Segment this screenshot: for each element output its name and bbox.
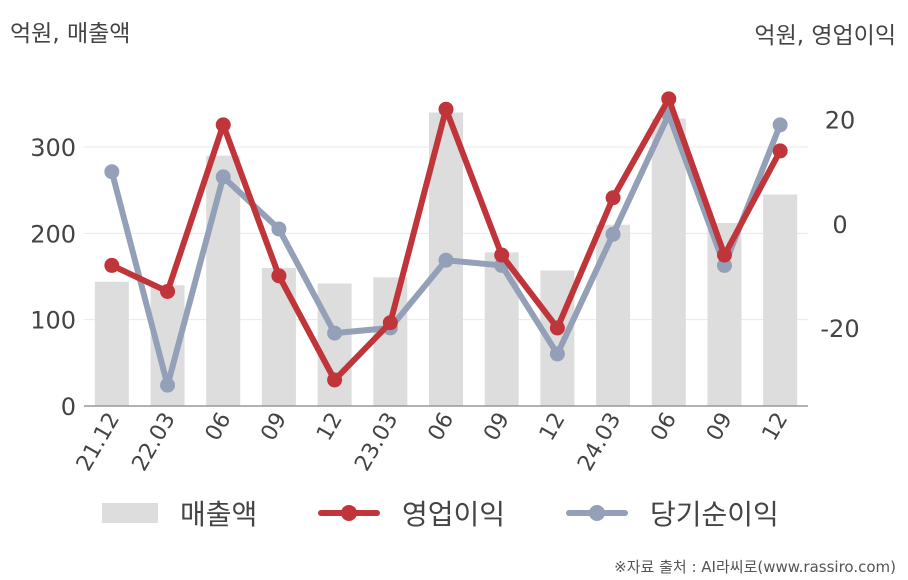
point-operating [382,315,398,331]
x-tick-label: 09 [702,409,738,446]
bar-series-revenue [94,112,798,407]
x-tick-label: 12 [535,409,571,446]
y-left-tick-label: 100 [30,307,76,335]
legend-swatch-net [566,503,628,523]
x-tick-label: 21.12 [72,409,125,476]
line-series [104,91,788,393]
bar-revenue [206,155,241,406]
point-operating [661,91,677,107]
bar-revenue [261,267,296,406]
bar-revenue [596,224,631,406]
legend-label-operating: 영업이익 [402,498,506,531]
point-operating [772,143,788,159]
point-net [716,257,732,273]
point-net [549,346,565,362]
legend-item-revenue: 매출액 [102,490,257,536]
y-left-tick-label: 200 [30,220,76,248]
x-tick-label: 06 [201,409,237,446]
point-net [160,377,176,393]
point-net [271,221,287,237]
x-tick-label: 22.03 [128,409,181,476]
point-operating [438,101,454,117]
bar-revenue [763,194,798,406]
y-left-tick-label: 0 [61,393,76,421]
legend-item-operating: 영업이익 [318,490,505,536]
y-left-tick-label: 300 [30,134,76,162]
point-net [215,169,231,185]
x-tick-label: 09 [256,409,292,446]
point-operating [494,247,510,263]
bar-revenue [651,118,686,406]
bar-revenue [373,277,408,406]
point-operating [549,320,565,336]
point-net [104,164,120,180]
left-axis-unit: 억원, 매출액 [10,21,131,47]
point-operating [716,247,732,263]
y-axis-left-ticks: 0 100 200 300 [30,134,76,421]
point-net [438,252,454,268]
point-operating [215,117,231,133]
x-tick-label: 12 [312,409,348,446]
point-operating [605,190,621,206]
x-axis-ticks: 21.12 22.03 06 09 12 23.03 06 09 12 24.03 06 09 12 [72,409,793,476]
point-operating [271,268,287,284]
legend-swatch-revenue [102,503,158,523]
point-net [327,325,343,341]
y-right-tick-label: -20 [820,315,859,343]
y-right-tick-label: 20 [825,107,856,135]
x-tick-label: 12 [758,409,794,446]
bar-revenue [94,281,129,406]
point-operating [327,372,343,388]
point-operating [104,257,120,273]
x-tick-label: 24.03 [573,409,626,476]
x-tick-label: 06 [646,409,682,446]
source-note: ※자료 출처 : AI라씨로(www.rassiro.com) [614,558,896,576]
x-tick-label: 09 [479,409,515,446]
point-net [605,226,621,242]
right-axis-unit: 억원, 영업이익 [754,23,896,49]
point-net [772,117,788,133]
legend-label-net: 당기순이익 [650,498,779,531]
legend-swatch-operating [318,503,380,523]
x-tick-label: 06 [424,409,460,446]
y-axis-right-ticks: -20 0 20 [820,107,859,343]
y-right-tick-label: 0 [832,211,847,239]
legend: 매출액 영업이익 당기순이익 [0,490,908,536]
point-operating [160,283,176,299]
x-tick-label: 23.03 [350,409,403,476]
bar-revenue [317,283,352,406]
legend-item-net: 당기순이익 [566,490,779,536]
legend-label-revenue: 매출액 [180,498,258,531]
